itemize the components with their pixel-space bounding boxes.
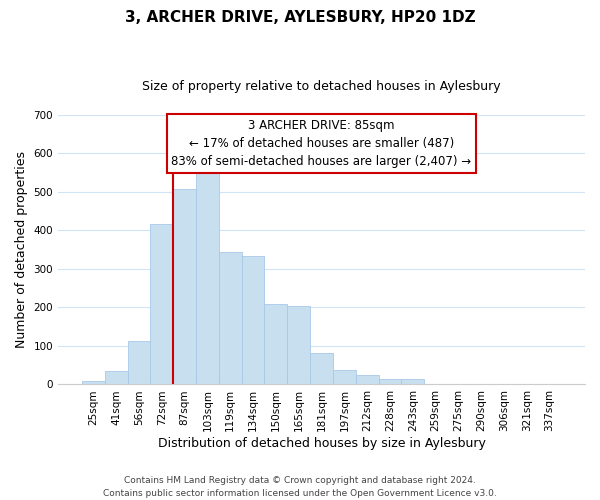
- Bar: [82, 382, 105, 384]
- Text: 3 ARCHER DRIVE: 85sqm
← 17% of detached houses are smaller (487)
83% of semi-det: 3 ARCHER DRIVE: 85sqm ← 17% of detached …: [172, 119, 472, 168]
- Bar: [401, 380, 424, 384]
- Title: Size of property relative to detached houses in Aylesbury: Size of property relative to detached ho…: [142, 80, 501, 93]
- Bar: [128, 342, 151, 384]
- Bar: [356, 375, 379, 384]
- Bar: [310, 352, 333, 384]
- X-axis label: Distribution of detached houses by size in Aylesbury: Distribution of detached houses by size …: [158, 437, 485, 450]
- Bar: [333, 370, 356, 384]
- Bar: [287, 306, 310, 384]
- Bar: [105, 371, 128, 384]
- Text: 3, ARCHER DRIVE, AYLESBURY, HP20 1DZ: 3, ARCHER DRIVE, AYLESBURY, HP20 1DZ: [125, 10, 475, 25]
- Bar: [196, 163, 219, 384]
- Text: Contains HM Land Registry data © Crown copyright and database right 2024.
Contai: Contains HM Land Registry data © Crown c…: [103, 476, 497, 498]
- Y-axis label: Number of detached properties: Number of detached properties: [15, 151, 28, 348]
- Bar: [379, 380, 401, 384]
- Bar: [151, 224, 173, 384]
- Bar: [219, 252, 242, 384]
- Bar: [242, 256, 265, 384]
- Bar: [265, 304, 287, 384]
- Bar: [173, 190, 196, 384]
